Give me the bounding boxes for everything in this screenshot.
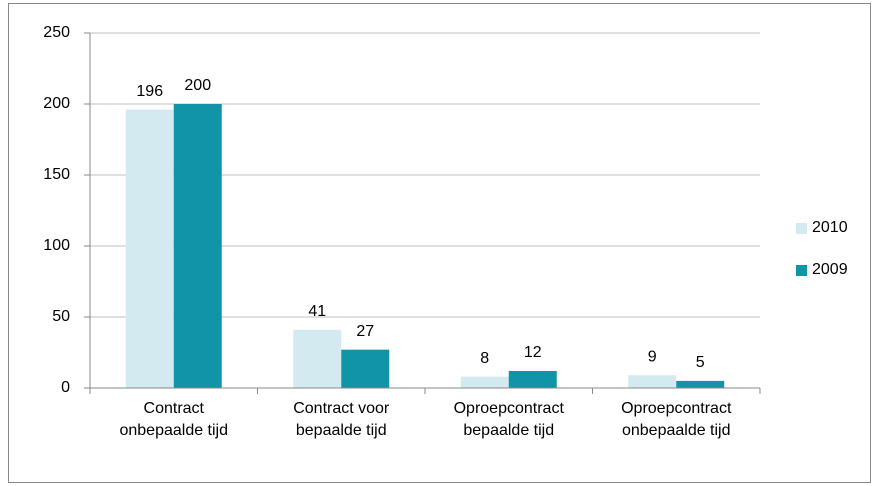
data-label: 41 xyxy=(308,303,326,320)
legend-swatch xyxy=(796,265,807,276)
x-tick-label: Oproepcontract onbepaalde tijd xyxy=(621,400,732,439)
data-label: 27 xyxy=(356,323,374,340)
y-tick-label: 100 xyxy=(43,237,70,254)
data-label: 12 xyxy=(524,344,542,361)
bar xyxy=(460,376,509,388)
y-tick-label: 0 xyxy=(61,379,70,396)
data-label: 9 xyxy=(648,348,657,365)
y-tick-label: 50 xyxy=(52,308,70,325)
bar xyxy=(341,349,390,388)
data-label: 200 xyxy=(184,77,211,94)
legend-swatch xyxy=(796,223,807,234)
bar xyxy=(676,380,725,388)
bar xyxy=(508,370,557,388)
x-tick-label: Oproepcontract bepaalde tijd xyxy=(453,400,564,439)
y-tick-label: 200 xyxy=(43,95,70,112)
data-label: 196 xyxy=(136,83,163,100)
data-label: 8 xyxy=(480,350,489,367)
bar xyxy=(125,109,174,389)
bar xyxy=(173,104,222,388)
legend-label: 2010 xyxy=(812,219,848,236)
bar xyxy=(628,375,677,388)
x-tick-label: Contract onbepaalde tijd xyxy=(119,400,229,439)
data-label: 5 xyxy=(696,354,705,371)
x-tick-label: Contract voor bepaalde tijd xyxy=(293,400,390,439)
y-tick-label: 250 xyxy=(43,24,70,41)
y-tick-label: 150 xyxy=(43,166,70,183)
legend-label: 2009 xyxy=(812,261,848,278)
bar xyxy=(293,329,342,388)
chart-frame xyxy=(8,3,871,483)
